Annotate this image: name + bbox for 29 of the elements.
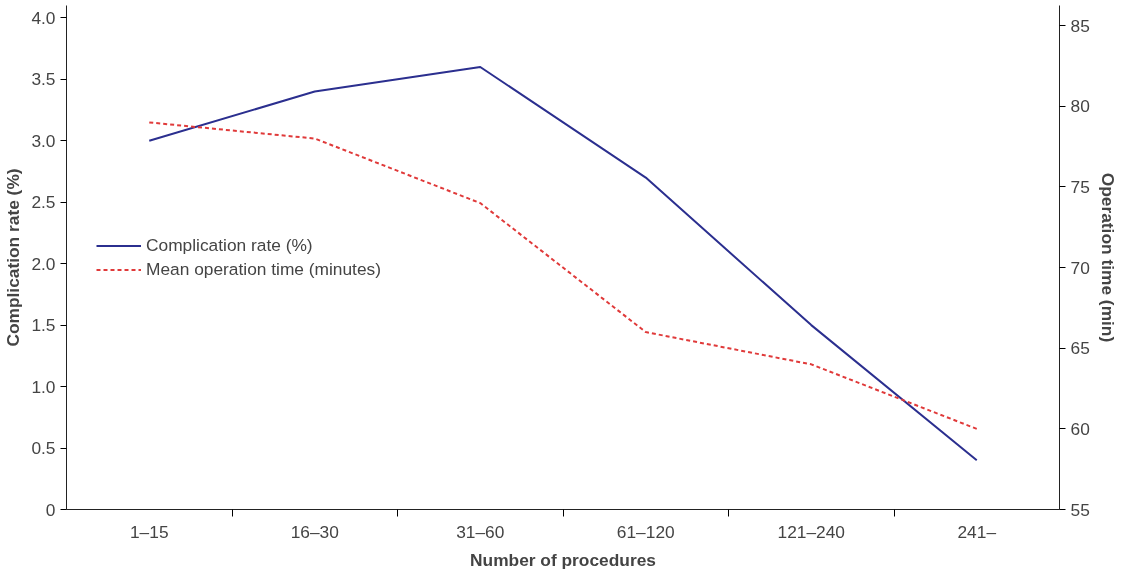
y2-tick-label: 80 — [1070, 96, 1090, 117]
legend-label: Complication rate (%) — [146, 234, 313, 256]
line-series — [148, 65, 978, 462]
y-tick-label: 0.5 — [31, 438, 56, 459]
y2-tick-label: 70 — [1070, 257, 1090, 278]
y2-tick-label: 75 — [1070, 176, 1090, 197]
x-axis-title: Number of procedures — [470, 549, 656, 570]
y2-tick-label: 60 — [1070, 418, 1090, 439]
x-tick-label: 16–30 — [290, 521, 339, 542]
y-tick-label: 2.5 — [31, 192, 56, 213]
y-tick-label: 3.5 — [31, 69, 56, 90]
y-tick-label: 1.5 — [31, 315, 56, 336]
y2-tick-label: 55 — [1070, 499, 1090, 520]
x-tick-label: 241– — [957, 521, 997, 542]
y-tick-label: 3.0 — [31, 130, 56, 151]
y2-tick-label: 85 — [1070, 15, 1090, 36]
y-tick-label: 2.0 — [31, 253, 56, 274]
x-tick-label: 61–120 — [616, 521, 675, 542]
y2-axis-title: Operation time (min) — [1097, 172, 1118, 343]
y-tick-label: 4.0 — [31, 7, 56, 28]
legend-label: Mean operation time (minutes) — [146, 258, 381, 280]
line-series — [148, 121, 978, 430]
x-tick-label: 121–240 — [777, 521, 845, 542]
y-tick-label: 1.0 — [31, 376, 56, 397]
y-tick-label: 0 — [45, 499, 56, 520]
x-tick-label: 31–60 — [456, 521, 505, 542]
y-axis-title: Complication rate (%) — [3, 168, 24, 347]
x-tick-label: 1–15 — [129, 521, 169, 542]
y2-tick-label: 65 — [1070, 338, 1090, 359]
